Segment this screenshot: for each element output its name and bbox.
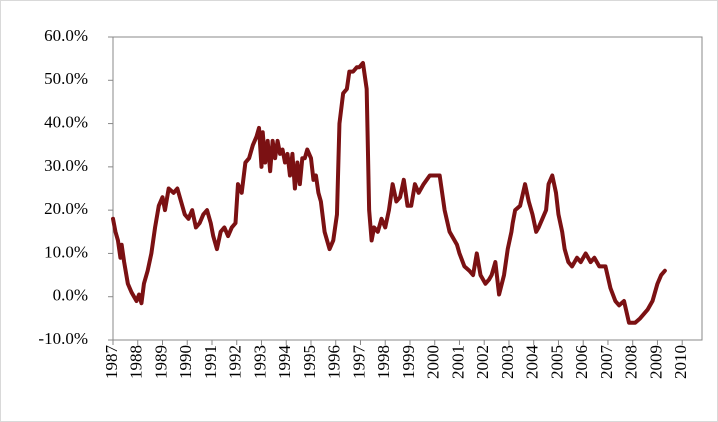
x-tick-label: 1992 xyxy=(226,345,245,379)
x-tick-label: 1988 xyxy=(127,345,146,379)
x-tick-label: 2000 xyxy=(424,345,443,379)
x-tick-label: 2005 xyxy=(547,345,566,379)
y-tick-label: 20.0% xyxy=(44,199,88,218)
x-tick-label: 2001 xyxy=(448,345,467,379)
y-tick-label: 40.0% xyxy=(44,112,88,131)
x-tick-label: 2010 xyxy=(671,345,690,379)
x-tick-label: 1989 xyxy=(151,345,170,379)
x-tick-label: 2009 xyxy=(646,345,665,379)
x-tick-label: 1998 xyxy=(374,345,393,379)
x-tick-label: 1999 xyxy=(399,345,418,379)
x-tick-label: 1990 xyxy=(176,345,195,379)
x-tick-label: 1991 xyxy=(201,345,220,379)
x-tick-label: 2008 xyxy=(622,345,641,379)
y-tick-label: 10.0% xyxy=(44,242,88,261)
x-tick-label: 1987 xyxy=(102,345,121,380)
x-tick-label: 2003 xyxy=(498,345,517,379)
x-tick-label: 2002 xyxy=(473,345,492,379)
y-tick-label: 0.0% xyxy=(53,286,88,305)
data-line xyxy=(111,60,667,325)
y-tick-label: 50.0% xyxy=(44,69,88,88)
x-tick-label: 2007 xyxy=(597,345,616,380)
plot-area xyxy=(112,36,703,341)
y-tick-label: -10.0% xyxy=(38,329,88,348)
x-tick-label: 1997 xyxy=(349,345,368,380)
x-tick-label: 1995 xyxy=(300,345,319,379)
x-tick-label: 1994 xyxy=(275,345,294,380)
y-tick-label: 60.0% xyxy=(44,26,88,45)
x-tick-label: 2006 xyxy=(572,345,591,379)
x-tick-label: 1993 xyxy=(250,345,269,379)
x-tick-label: 2004 xyxy=(523,345,542,380)
x-tick-label: 1996 xyxy=(325,345,344,379)
y-tick-label: 30.0% xyxy=(44,156,88,175)
